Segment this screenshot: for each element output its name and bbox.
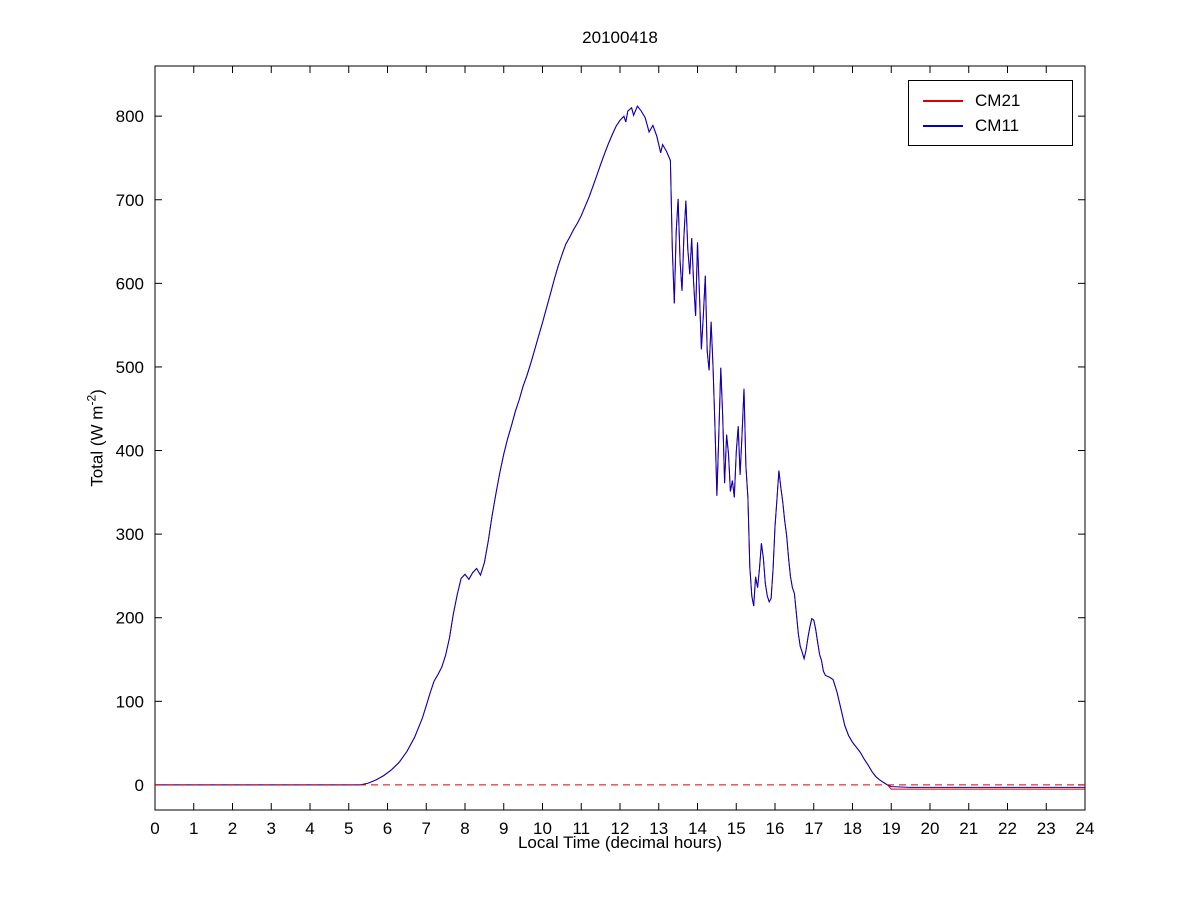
y-tick-label: 800 xyxy=(116,107,144,126)
x-tick-label: 10 xyxy=(533,819,552,838)
x-tick-label: 14 xyxy=(688,819,707,838)
x-tick-label: 8 xyxy=(460,819,469,838)
chart-title: 20100418 xyxy=(582,28,658,47)
legend: CM21 CM11 xyxy=(908,80,1073,146)
x-tick-label: 2 xyxy=(228,819,237,838)
x-tick-label: 6 xyxy=(383,819,392,838)
x-tick-label: 15 xyxy=(727,819,746,838)
x-tick-label: 0 xyxy=(150,819,159,838)
cm21-line-sample xyxy=(923,99,963,102)
y-tick-label: 500 xyxy=(116,358,144,377)
x-tick-label: 18 xyxy=(843,819,862,838)
y-axis-label: Total (W m-2) xyxy=(85,389,108,487)
x-tick-label: 22 xyxy=(998,819,1017,838)
x-tick-label: 3 xyxy=(267,819,276,838)
cm11-line-sample xyxy=(923,124,963,127)
y-axis-label-superscript: -2 xyxy=(84,394,99,406)
y-tick-label: 600 xyxy=(116,274,144,293)
x-tick-label: 1 xyxy=(189,819,198,838)
y-axis-label-suffix: ) xyxy=(87,389,107,395)
x-tick-label: 5 xyxy=(344,819,353,838)
cm11-line xyxy=(155,105,1085,788)
x-tick-label: 4 xyxy=(305,819,314,838)
y-tick-label: 200 xyxy=(116,609,144,628)
x-tick-label: 20 xyxy=(921,819,940,838)
x-tick-label: 7 xyxy=(422,819,431,838)
x-tick-label: 23 xyxy=(1037,819,1056,838)
x-tick-label: 13 xyxy=(649,819,668,838)
y-tick-label: 700 xyxy=(116,191,144,210)
y-tick-label: 400 xyxy=(116,442,144,461)
x-tick-label: 9 xyxy=(499,819,508,838)
legend-entry-cm21: CM21 xyxy=(909,88,1072,113)
x-tick-label: 12 xyxy=(611,819,630,838)
y-tick-label: 0 xyxy=(135,776,144,795)
x-tick-label: 17 xyxy=(804,819,823,838)
legend-entry-cm11: CM11 xyxy=(909,113,1072,138)
y-tick-label: 300 xyxy=(116,525,144,544)
legend-label-cm21: CM21 xyxy=(975,90,1021,110)
x-tick-label: 21 xyxy=(959,819,978,838)
x-axis-label: Local Time (decimal hours) xyxy=(517,833,723,852)
x-tick-label: 19 xyxy=(882,819,901,838)
y-axis-label-prefix: Total (W m xyxy=(87,405,107,487)
y-tick-label: 100 xyxy=(116,692,144,711)
x-tick-label: 16 xyxy=(766,819,785,838)
x-tick-label: 24 xyxy=(1076,819,1095,838)
x-tick-label: 11 xyxy=(572,819,590,838)
plot-box xyxy=(154,65,1086,811)
legend-label-cm11: CM11 xyxy=(975,115,1020,135)
